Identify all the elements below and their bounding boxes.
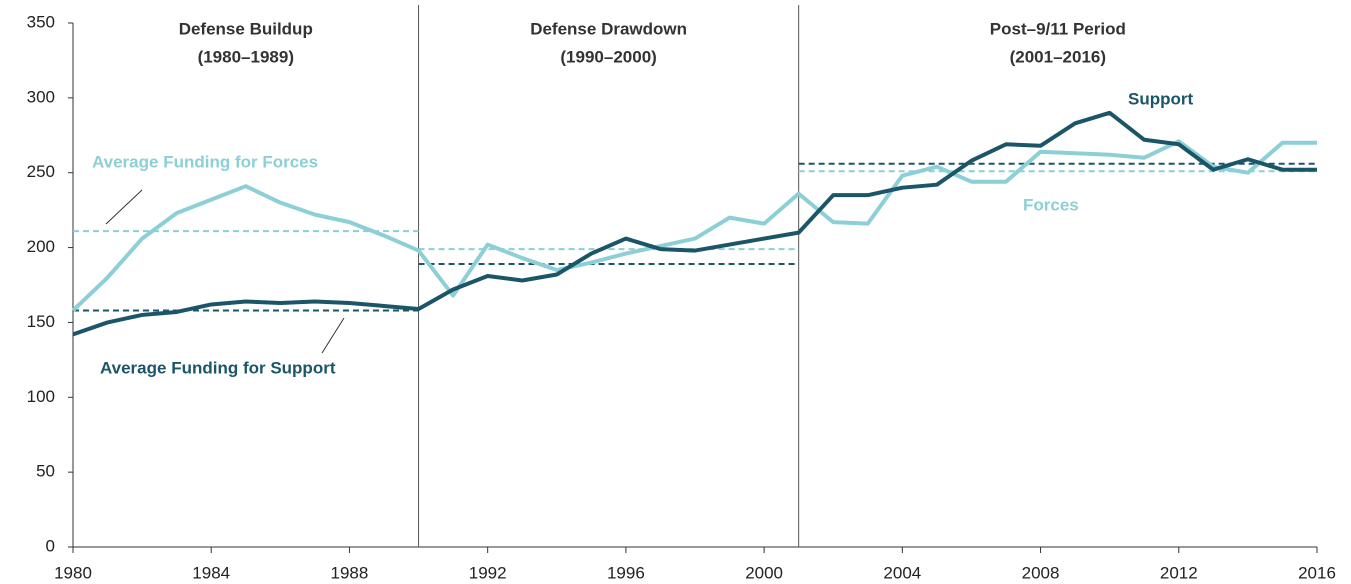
y-tick-label: 50: [36, 462, 55, 481]
period-range: (1990–2000): [560, 47, 656, 66]
forces-label: Forces: [1023, 195, 1079, 214]
x-tick-label: 1980: [54, 563, 92, 582]
period-name: Defense Drawdown: [530, 19, 687, 38]
x-tick-label: 1988: [331, 563, 369, 582]
y-tick-label: 100: [27, 387, 55, 406]
y-tick-label: 350: [27, 12, 55, 31]
y-tick-label: 250: [27, 162, 55, 181]
x-tick-label: 2012: [1160, 563, 1198, 582]
support-average-label: Average Funding for Support: [100, 358, 336, 377]
leader-line: [321, 317, 345, 354]
y-tick-label: 150: [27, 312, 55, 331]
leader-line: [105, 189, 143, 225]
period-name: Post–9/11 Period: [990, 19, 1126, 38]
y-tick-label: 300: [27, 87, 55, 106]
period-name: Defense Buildup: [179, 19, 313, 38]
x-tick-label: 2008: [1022, 563, 1060, 582]
x-tick-label: 2004: [883, 563, 921, 582]
x-tick-label: 1996: [607, 563, 645, 582]
y-tick-label: 200: [27, 237, 55, 256]
x-tick-label: 2000: [745, 563, 783, 582]
x-tick-label: 1992: [469, 563, 507, 582]
series-line: [71, 139, 1317, 312]
support-label: Support: [1128, 89, 1193, 108]
forces-average-label: Average Funding for Forces: [92, 152, 318, 171]
series-line: [72, 110, 1317, 337]
period-range: (2001–2016): [1010, 47, 1106, 66]
x-tick-label: 1984: [192, 563, 230, 582]
period-range: (1980–1989): [198, 47, 294, 66]
y-tick-label: 0: [46, 536, 55, 555]
x-tick-label: 2016: [1298, 563, 1336, 582]
